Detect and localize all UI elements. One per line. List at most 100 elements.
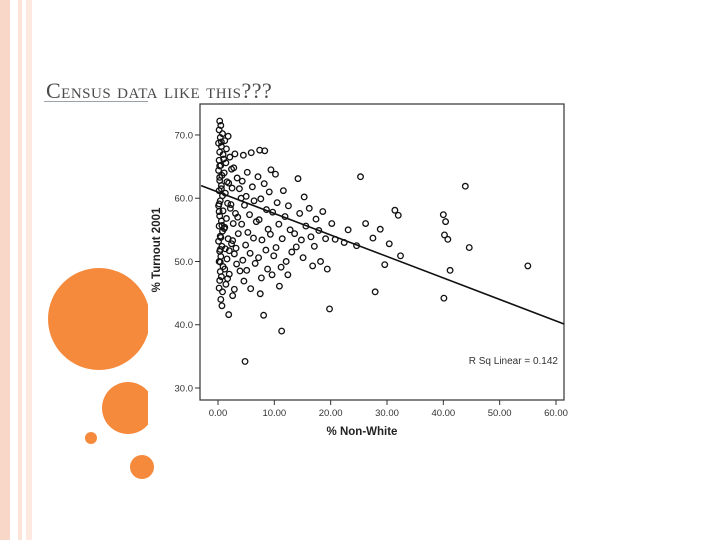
data-point — [291, 230, 299, 238]
data-point — [296, 209, 304, 217]
data-point — [524, 262, 532, 270]
data-point — [223, 255, 231, 263]
data-point — [278, 327, 286, 335]
data-point — [215, 126, 223, 134]
data-point — [217, 273, 225, 281]
data-point — [257, 195, 265, 203]
data-point — [353, 242, 361, 250]
data-point — [340, 239, 348, 246]
data-point — [241, 201, 248, 209]
data-point — [242, 192, 250, 200]
data-point — [228, 184, 236, 192]
data-point — [260, 180, 268, 188]
data-point — [312, 215, 320, 223]
data-point — [228, 165, 235, 173]
data-point — [234, 230, 242, 238]
data-point — [220, 155, 228, 163]
data-point — [310, 242, 318, 250]
data-point — [258, 236, 266, 244]
data-point — [246, 249, 254, 257]
data-point — [260, 311, 268, 319]
data-point — [262, 206, 270, 214]
y-tick-label: 30.0 — [175, 384, 194, 395]
x-tick-label: 40.00 — [431, 408, 455, 419]
data-point — [215, 208, 223, 215]
data-point — [216, 246, 224, 253]
x-axis-label: % Non-White — [327, 426, 398, 438]
data-point — [217, 138, 225, 146]
data-point — [235, 185, 243, 193]
data-point — [219, 207, 227, 215]
data-point — [226, 204, 234, 212]
data-point — [269, 208, 277, 216]
data-point — [248, 183, 256, 191]
data-point — [215, 284, 223, 292]
data-point — [266, 230, 274, 238]
data-point — [439, 211, 447, 219]
x-tick-label: 0.00 — [209, 408, 228, 419]
data-point — [261, 147, 269, 155]
data-point — [309, 262, 317, 270]
data-point — [241, 357, 249, 365]
data-point — [224, 199, 232, 207]
decorative-stripe — [18, 0, 22, 540]
data-point — [385, 240, 393, 248]
data-point — [461, 182, 469, 190]
data-point — [315, 227, 323, 234]
data-point — [221, 223, 229, 231]
data-point — [294, 175, 302, 183]
data-point — [229, 237, 237, 245]
y-tick-label: 60.0 — [175, 194, 194, 205]
data-point — [216, 173, 224, 181]
x-tick-label: 20.00 — [319, 408, 343, 419]
data-point — [216, 162, 224, 170]
data-point — [376, 225, 384, 233]
data-point — [219, 151, 227, 159]
data-point — [219, 288, 226, 296]
data-point — [297, 236, 305, 244]
data-point — [224, 132, 232, 140]
data-point — [284, 202, 292, 210]
data-point — [357, 173, 364, 181]
data-point — [229, 220, 237, 227]
data-point — [224, 275, 232, 283]
data-point — [231, 150, 239, 158]
data-point — [275, 282, 283, 290]
data-point — [238, 220, 246, 228]
data-point — [215, 166, 223, 174]
y-tick-label: 50.0 — [175, 257, 194, 268]
x-axis: 0.00 10.00 20.00 30.00 40.00 50.00 60.00 — [209, 400, 568, 419]
data-point — [247, 285, 255, 293]
decorative-stripe — [26, 0, 32, 540]
data-point — [239, 151, 247, 159]
data-point — [302, 222, 310, 230]
data-point — [247, 149, 255, 157]
r-squared-annotation: R Sq Linear = 0.142 — [469, 356, 559, 367]
data-point — [362, 220, 370, 227]
data-point — [446, 266, 454, 274]
decorative-stripe — [0, 0, 10, 540]
data-point — [255, 254, 263, 262]
x-tick-label: 60.00 — [544, 408, 568, 419]
data-point — [255, 216, 263, 224]
data-point — [369, 234, 377, 242]
data-point — [394, 211, 402, 219]
data-point — [323, 265, 331, 273]
data-point — [441, 231, 448, 239]
data-point — [244, 228, 252, 236]
data-point — [268, 271, 276, 279]
regression-line — [200, 184, 565, 325]
data-point — [243, 266, 251, 274]
data-point — [226, 153, 234, 161]
data-point — [250, 197, 258, 205]
data-points — [215, 117, 532, 365]
data-point — [272, 170, 279, 178]
data-point — [299, 254, 307, 262]
data-point — [391, 206, 399, 214]
data-point — [223, 178, 231, 186]
data-point — [246, 211, 253, 219]
data-point — [217, 295, 225, 303]
data-point — [251, 259, 259, 267]
data-point — [278, 235, 286, 243]
data-point — [286, 226, 294, 234]
